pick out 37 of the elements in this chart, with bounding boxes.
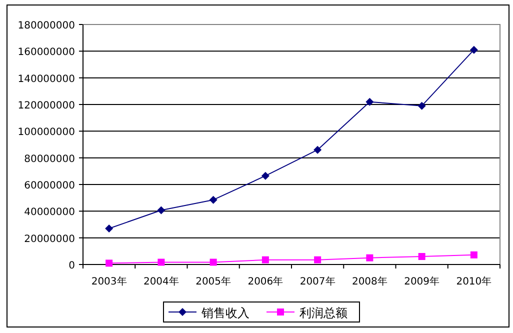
point	[158, 258, 165, 266]
point	[314, 256, 322, 264]
y-tick-label: 80000000	[24, 154, 75, 165]
point	[366, 98, 374, 106]
point	[418, 102, 426, 110]
y-tick-label: 160000000	[18, 47, 75, 58]
point	[157, 206, 166, 214]
x-tick-label: 2006年	[248, 276, 284, 288]
y-tick-label: 60000000	[24, 180, 75, 192]
point	[418, 253, 426, 260]
point	[470, 46, 478, 54]
x-tick-label: 2010年	[456, 276, 492, 288]
y-tick-label: 140000000	[18, 74, 75, 85]
y-tick-label: 0	[68, 260, 75, 272]
point	[261, 172, 270, 180]
y-tick-label: 180000000	[18, 20, 75, 32]
point	[106, 260, 113, 267]
y-tick-label: 100000000	[18, 127, 75, 138]
point	[209, 196, 218, 204]
legend-label: 销售收入	[200, 306, 250, 320]
x-tick-label: 2008年	[352, 276, 388, 288]
legend-label: 利润总额	[300, 306, 348, 320]
point	[366, 254, 374, 262]
point	[470, 251, 478, 258]
point	[262, 256, 269, 264]
x-tick-label: 2004年	[143, 276, 179, 288]
point	[314, 146, 322, 154]
x-tick-label: 2003年	[91, 276, 127, 288]
point	[210, 258, 217, 266]
point	[105, 224, 114, 232]
y-tick-label: 20000000	[24, 234, 75, 245]
x-tick-label: 2005年	[196, 276, 232, 288]
y-tick-label: 120000000	[18, 100, 75, 112]
x-tick-label: 2009年	[404, 276, 440, 288]
x-tick-label: 2007年	[300, 276, 336, 288]
plot: 0 20000000 40000000 60000000 80000000 100000000 120000000 140000000 160000000 180000000 2003年 2004年 2005年 2006年 2007年 2008年 2009年 2010年	[18, 20, 500, 288]
y-tick-label: 40000000	[24, 207, 75, 218]
